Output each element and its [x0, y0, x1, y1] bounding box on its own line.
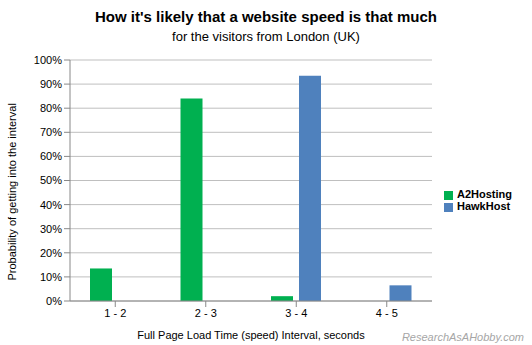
svg-text:30%: 30%	[40, 223, 62, 235]
html-text:HawkHost: HawkHost	[457, 200, 511, 212]
html-text:How it's likely that a website: How it's likely that a website speed is …	[95, 8, 437, 25]
html-text:for the visitors from London (: for the visitors from London (UK)	[172, 29, 360, 44]
svg-text:10%: 10%	[40, 271, 62, 283]
svg-text:3 - 4: 3 - 4	[285, 307, 307, 319]
html-text:ResearchAsAHobby.com: ResearchAsAHobby.com	[401, 331, 524, 343]
svg-text:20%: 20%	[40, 247, 62, 259]
svg-text:70%: 70%	[40, 126, 62, 138]
svg-text:1 - 2: 1 - 2	[104, 307, 126, 319]
html-text:A2Hosting: A2Hosting	[457, 188, 512, 200]
svg-text:2 - 3: 2 - 3	[195, 307, 217, 319]
svg-text:90%: 90%	[40, 78, 62, 90]
svg-text:50%: 50%	[40, 174, 62, 186]
svg-text:Probability of getting into th: Probability of getting into the interval	[8, 103, 18, 280]
svg-text:4 - 5: 4 - 5	[376, 307, 398, 319]
svg-text:Full Page Load Time (speed) In: Full Page Load Time (speed) Interval, se…	[137, 329, 365, 341]
svg-text:0%: 0%	[46, 295, 62, 307]
svg-text:40%: 40%	[40, 199, 62, 211]
svg-text:60%: 60%	[40, 150, 62, 162]
svg-text:80%: 80%	[40, 102, 62, 114]
svg-text:100%: 100%	[34, 55, 62, 66]
